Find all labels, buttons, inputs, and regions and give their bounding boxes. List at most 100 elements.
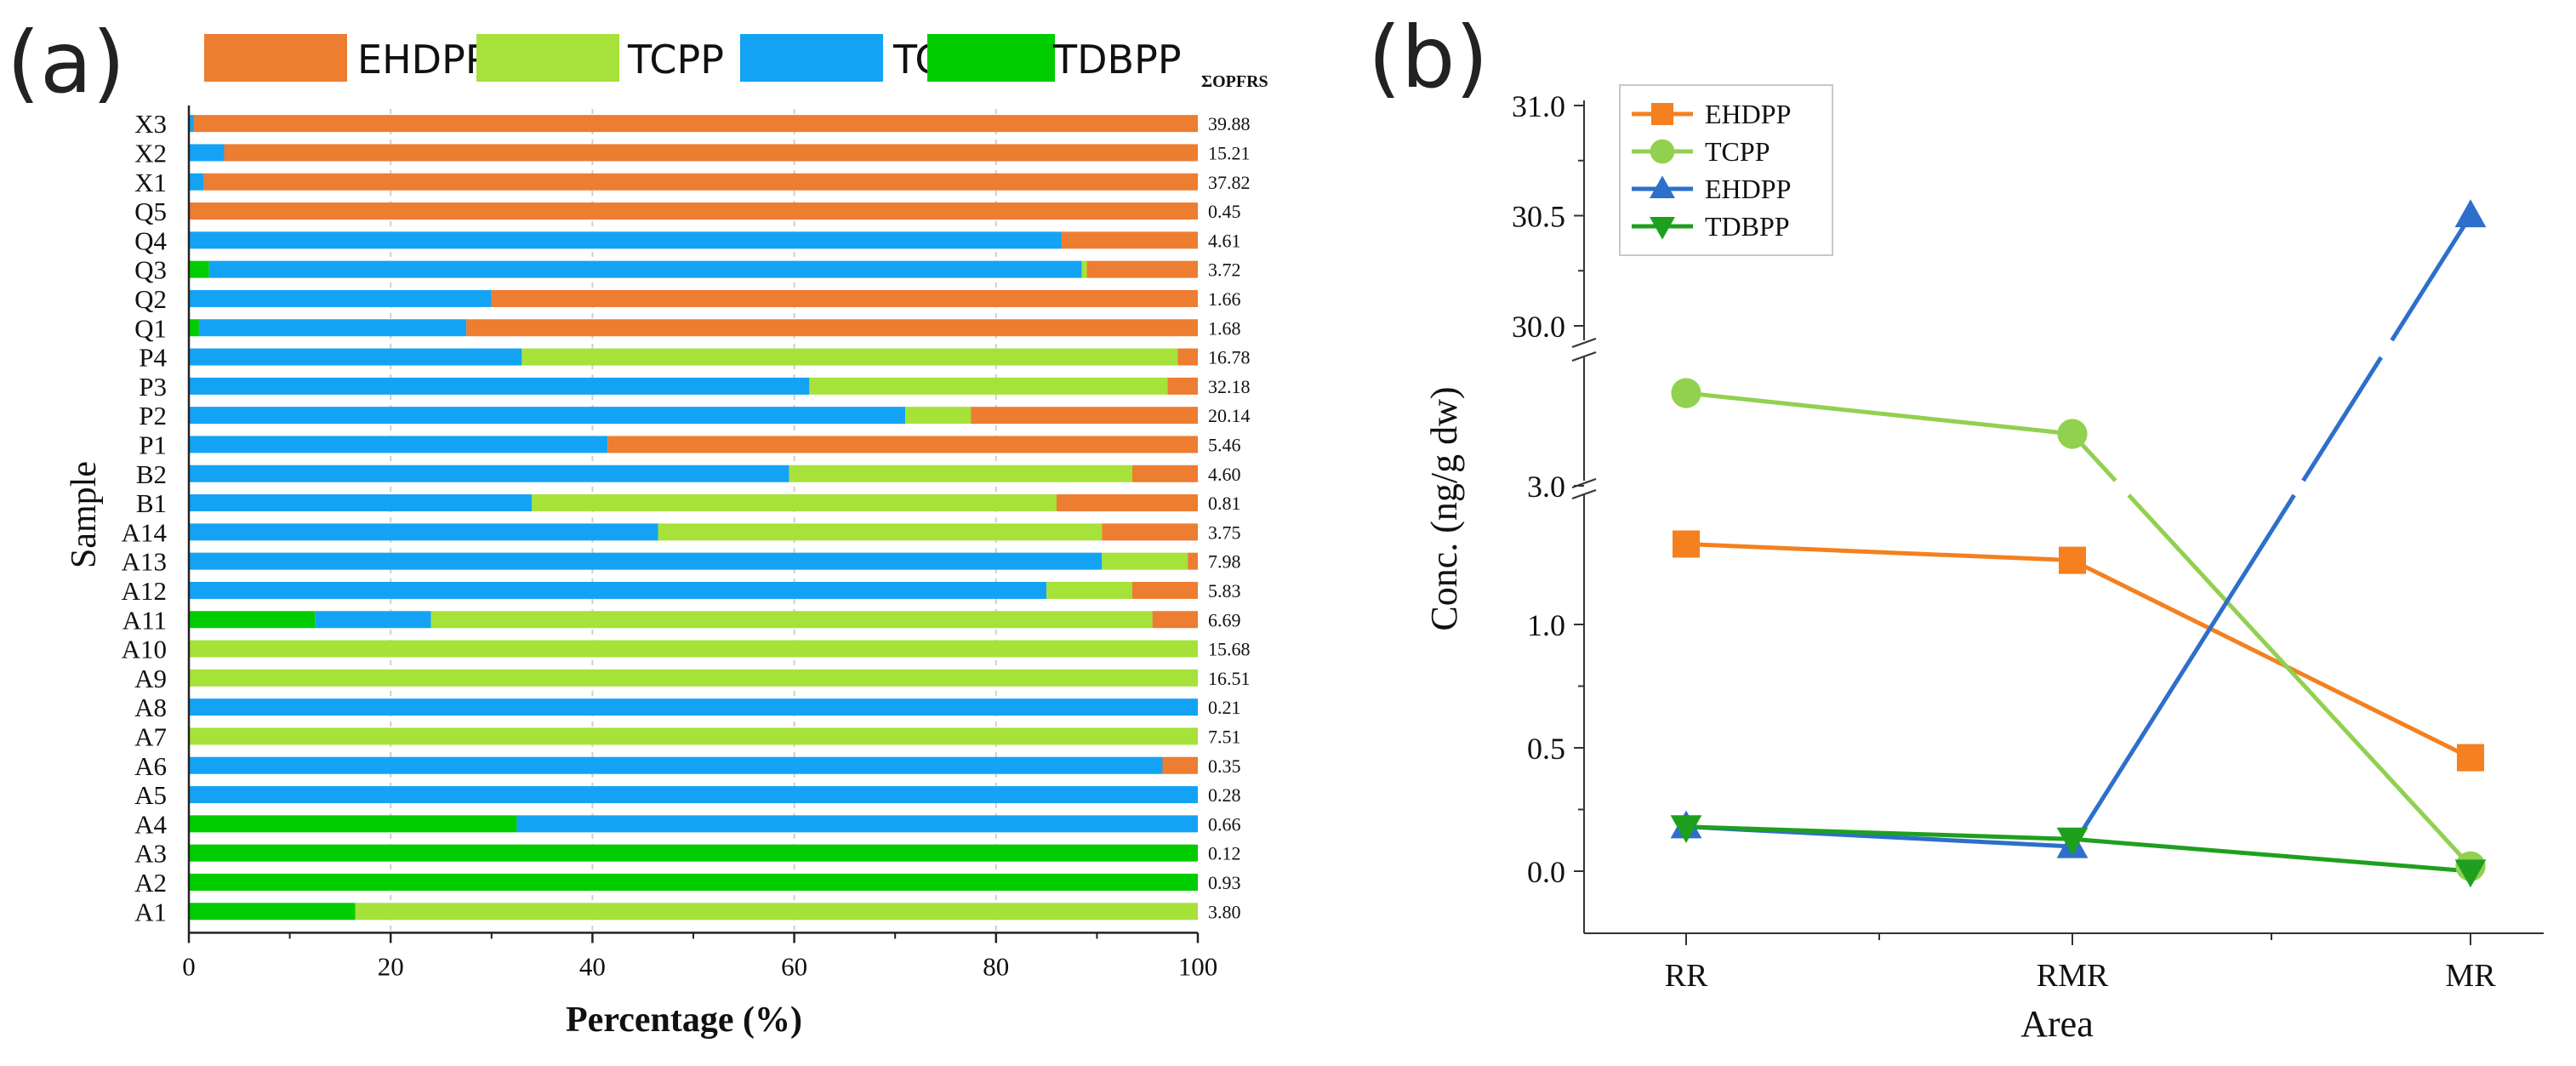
sample-label: A11 (123, 605, 167, 635)
total-value: 5.46 (1208, 434, 1241, 455)
sample-label: A5 (134, 780, 167, 810)
sample-label: A4 (134, 809, 167, 839)
bar-segment-tdbpp (189, 611, 316, 629)
sample-label: A9 (134, 664, 167, 693)
series-line-ehdpp (1685, 542, 2073, 563)
y-tick-label: 0.5 (1527, 732, 1565, 766)
sample-label: X3 (134, 109, 167, 139)
bar-segment-tcpp (355, 903, 1198, 921)
bar-segment-ehdpp (1188, 552, 1198, 570)
sample-label: A10 (122, 635, 167, 664)
sample-label: Q2 (134, 284, 167, 314)
sample-label: A14 (122, 517, 168, 547)
series-line-tdbpp (1685, 824, 2073, 841)
marker-square-ehdpp (2059, 546, 2086, 574)
bar-segment-tcep (189, 144, 225, 162)
series-line-ehdpp (2070, 493, 2296, 848)
bar-segment-tcpp (189, 727, 1198, 745)
total-value: 16.78 (1208, 347, 1251, 368)
sample-label: A6 (134, 751, 167, 781)
series-line-tcpp (2127, 493, 2472, 868)
panel-b-series-lines (1685, 214, 2473, 874)
x-tick-label: 60 (781, 951, 807, 981)
bar-segment-tcep (189, 698, 1198, 716)
bar-segment-tcep (189, 289, 492, 307)
total-value: 1.66 (1208, 288, 1241, 310)
sample-label: P2 (139, 401, 167, 430)
bar-segment-tcep (189, 173, 204, 191)
axis-break-mark (1571, 351, 1597, 362)
panel-a-stacked-bar-chart: (a) EHDPP TCPP TCEP TDBPP ΣOPFRS X3X2X1Q… (7, 13, 1268, 1040)
legend-swatch-tdbpp (927, 34, 1055, 82)
bar-segment-ehdpp (1056, 494, 1198, 512)
bar-segment-ehdpp (1162, 756, 1198, 774)
bar-segment-tcep (189, 115, 194, 133)
sample-label: P3 (139, 372, 167, 402)
panel-b-y-axis-title: Conc. (ng/g dw) (1423, 386, 1465, 630)
sample-label: A7 (134, 721, 167, 751)
sample-label: A2 (134, 868, 167, 898)
bar-segment-tcpp (521, 348, 1178, 366)
bar-segment-tcpp (532, 494, 1057, 512)
bar-segment-ehdpp (1167, 377, 1198, 395)
bar-segment-ehdpp (1102, 523, 1198, 541)
total-value: 3.72 (1208, 259, 1241, 281)
bar-segment-ehdpp (224, 144, 1198, 162)
y-tick-label: 1.0 (1527, 608, 1565, 642)
bar-segment-ehdpp (1086, 260, 1198, 278)
bar-segment-tcep (516, 815, 1198, 833)
series-line-ehdpp (2390, 214, 2473, 342)
bar-segment-tcpp (189, 669, 1198, 687)
bar-segment-ehdpp (1177, 348, 1198, 366)
sample-label: B2 (136, 459, 167, 489)
total-value: 4.61 (1208, 230, 1241, 251)
legend-label: TCPP (1705, 136, 1770, 167)
bar-segment-ehdpp (189, 202, 1198, 220)
x-tick-label: 0 (182, 951, 196, 981)
sample-label: X1 (134, 168, 167, 197)
panel-b-label: (b) (1368, 8, 1489, 107)
bar-segment-tcep (189, 377, 810, 395)
x-tick-label: RMR (2037, 958, 2109, 994)
sample-label: A8 (134, 693, 167, 722)
legend-marker (1650, 175, 1675, 199)
x-tick-label: 100 (1178, 951, 1218, 981)
bar-segment-tcpp (809, 377, 1168, 395)
sum-header: ΣOPFRS (1201, 72, 1268, 91)
bar-segment-tcpp (658, 523, 1103, 541)
panel-a-x-axis-title: Percentage (%) (566, 1000, 802, 1040)
sample-label: P4 (139, 343, 167, 373)
marker-triangle-down-tdbpp (2454, 859, 2487, 888)
total-value: 7.98 (1208, 551, 1241, 573)
marker-square-ehdpp (1673, 530, 1700, 558)
bar-segment-tdbpp (189, 319, 199, 337)
panel-a-legend: EHDPP TCPP TCEP TDBPP (204, 34, 1182, 83)
total-value: 39.88 (1208, 113, 1251, 134)
legend-label: EHDPP (1705, 99, 1791, 129)
series-line-ehdpp (2071, 558, 2472, 760)
sample-label: A1 (134, 897, 167, 926)
bar-segment-tcpp (789, 465, 1132, 482)
sample-label: Q1 (134, 313, 167, 343)
legend-swatch-tcpp (476, 34, 619, 82)
bar-segment-tdbpp (189, 815, 517, 833)
marker-circle-tcpp (2057, 419, 2088, 449)
marker-circle-tcpp (1671, 378, 1701, 408)
marker-triangle-down-tdbpp (2056, 827, 2089, 856)
panel-a-sample-labels: X3X2X1Q5Q4Q3Q2Q1P4P3P2P1B2B1A14A13A12A11… (122, 109, 168, 926)
total-value: 5.83 (1208, 580, 1241, 601)
sample-label: P1 (139, 430, 167, 459)
bar-segment-tcep (189, 786, 1198, 804)
total-value: 37.82 (1208, 172, 1251, 193)
total-value: 0.66 (1208, 813, 1241, 835)
bar-segment-ehdpp (193, 115, 1199, 133)
sample-label: Q3 (134, 255, 167, 285)
panel-a-x-axis: 0 20 40 60 80 100 (182, 105, 1217, 981)
bar-segment-tcep (189, 231, 1062, 249)
bar-segment-tcep (189, 348, 522, 366)
bar-segment-tcpp (905, 407, 972, 425)
legend-marker (1650, 216, 1675, 240)
total-value: 1.68 (1208, 317, 1241, 339)
bar-segment-tcep (198, 319, 467, 337)
